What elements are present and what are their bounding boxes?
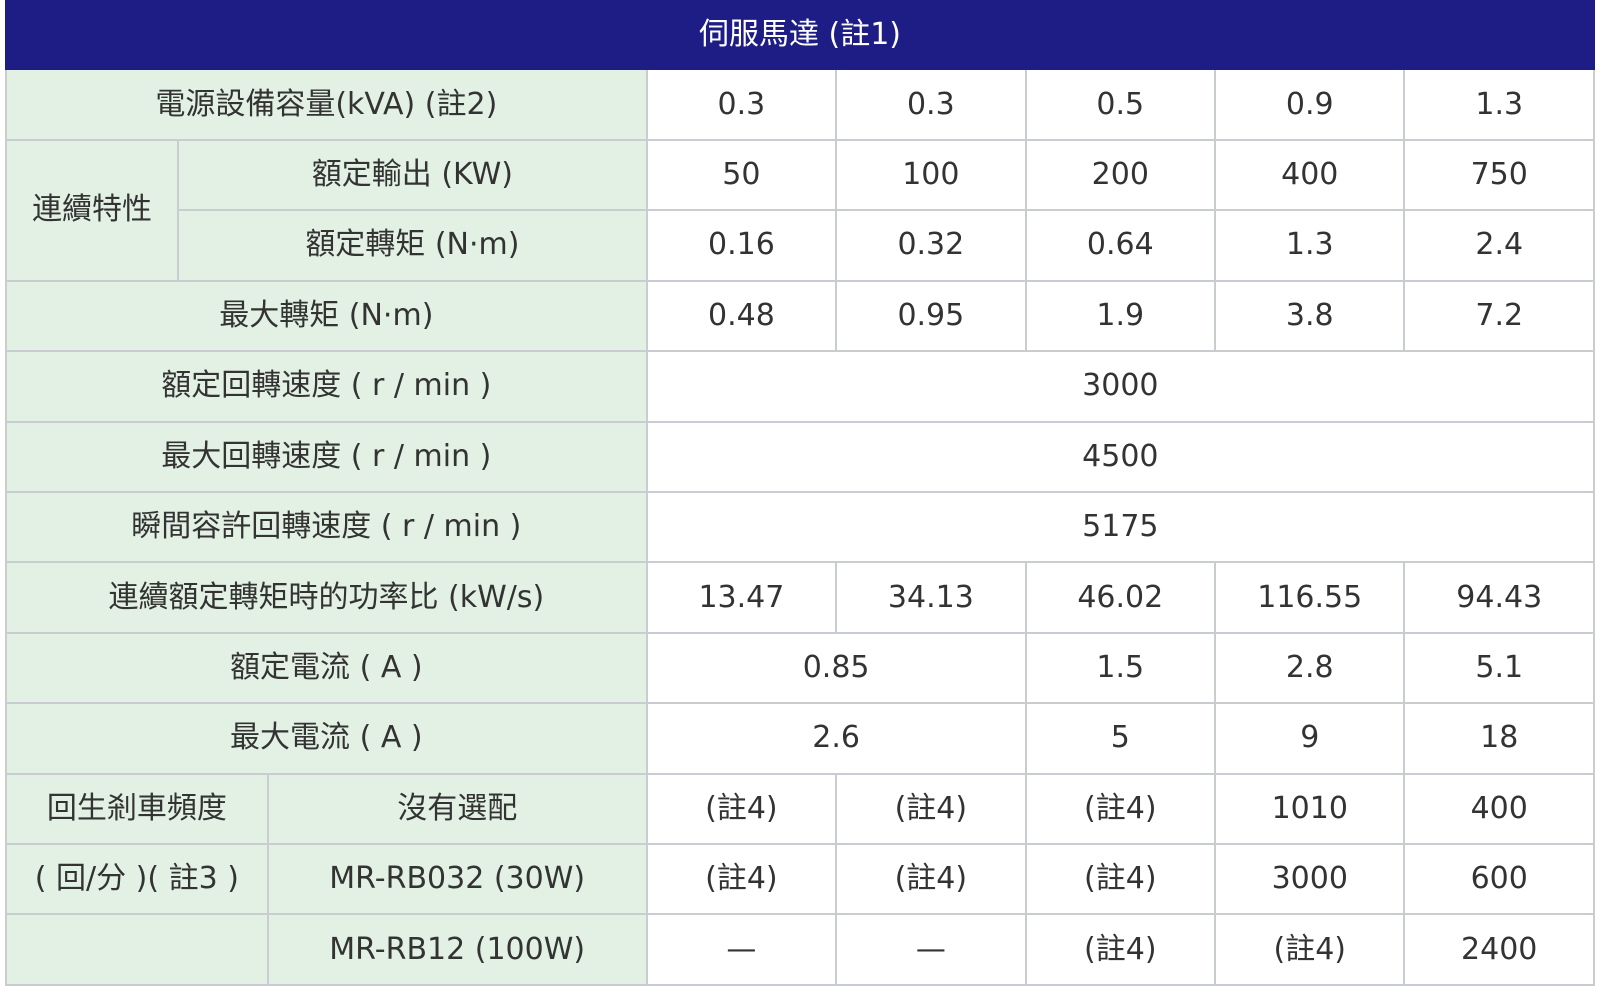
cell-value: 2400 <box>1403 913 1595 986</box>
cell-value-merged: 2.6 <box>645 702 1027 775</box>
cell-value: 1010 <box>1214 772 1406 846</box>
cell-value: (註4) <box>835 843 1027 916</box>
row-label: MR-RB12 (100W) <box>266 913 648 986</box>
cell-value: 3000 <box>1214 843 1406 916</box>
cell-value: 94.43 <box>1403 561 1595 634</box>
table-row: ( 回/分 )( 註3 ) MR-RB032 (30W) (註4) (註4) (… <box>5 843 1595 916</box>
group-label-continuous: 連續特性 <box>4 138 180 282</box>
cell-value: 18 <box>1403 702 1595 775</box>
group-label-regen-unit: ( 回/分 )( 註3 ) <box>5 843 269 916</box>
cell-value: 1.5 <box>1024 631 1217 705</box>
cell-value: 600 <box>1403 843 1595 916</box>
cell-value: 200 <box>1024 138 1217 212</box>
cell-value: (註4) <box>835 772 1027 846</box>
cell-value: 46.02 <box>1024 561 1217 634</box>
cell-value: 0.5 <box>1024 68 1217 141</box>
cell-value: 400 <box>1214 138 1406 212</box>
cell-value: 5.1 <box>1403 631 1595 705</box>
table-row: 回生剎車頻度 沒有選配 (註4) (註4) (註4) 1010 400 <box>5 772 1595 846</box>
spec-table-container: 伺服馬達 (註1) 電源設備容量(kVA) (註2) 0.3 0.3 0.5 0… <box>4 0 1596 988</box>
table-row: 額定電流 ( A ) 0.85 1.5 2.8 5.1 <box>5 631 1595 705</box>
cell-value: (註4) <box>1024 913 1217 986</box>
cell-value: 0.3 <box>835 68 1027 141</box>
row-label: 額定電流 ( A ) <box>5 631 648 705</box>
cell-value: 0.32 <box>835 209 1027 282</box>
cell-value: (註4) <box>1024 772 1217 846</box>
table-row: 電源設備容量(kVA) (註2) 0.3 0.3 0.5 0.9 1.3 <box>5 68 1595 141</box>
row-label: 沒有選配 <box>266 772 648 846</box>
table-row: 瞬間容許回轉速度 ( r / min ) 5175 <box>5 490 1596 564</box>
cell-value: 0.3 <box>645 68 838 141</box>
table-row: 連續額定轉矩時的功率比 (kW/s) 13.47 34.13 46.02 116… <box>5 561 1595 634</box>
cell-value-merged: 3000 <box>645 350 1596 423</box>
cell-value: 0.95 <box>835 279 1027 353</box>
cell-value-merged: 0.85 <box>645 631 1027 705</box>
row-label: 最大轉矩 (N·m) <box>5 279 648 353</box>
cell-value: 100 <box>835 138 1027 212</box>
cell-value: 5 <box>1024 702 1217 775</box>
group-label-blank <box>5 913 269 986</box>
cell-value: 1.3 <box>1403 68 1595 141</box>
cell-value: — <box>835 913 1027 986</box>
row-label: 額定轉矩 (N·m) <box>177 209 648 282</box>
cell-value: 50 <box>645 138 838 212</box>
table-row: 額定轉矩 (N·m) 0.16 0.32 0.64 1.3 2.4 <box>6 209 1595 282</box>
table-title: 伺服馬達 (註1) <box>5 0 1595 71</box>
cell-value: 0.48 <box>645 279 838 353</box>
row-label: 電源設備容量(kVA) (註2) <box>5 68 648 141</box>
cell-value: 34.13 <box>835 561 1027 634</box>
row-label: 瞬間容許回轉速度 ( r / min ) <box>5 490 648 564</box>
cell-value: 750 <box>1403 138 1595 212</box>
cell-value: 400 <box>1403 772 1595 846</box>
row-label: 額定回轉速度 ( r / min ) <box>5 350 648 423</box>
cell-value: (註4) <box>645 772 838 846</box>
cell-value: 0.16 <box>645 209 838 282</box>
cell-value: (註4) <box>1024 843 1217 916</box>
table-row: 連續特性 額定輸出 (KW) 50 100 200 400 750 <box>4 138 1595 282</box>
row-label: 最大回轉速度 ( r / min ) <box>5 420 648 493</box>
cell-value: 0.64 <box>1024 209 1217 282</box>
cell-value: 9 <box>1214 702 1406 775</box>
cell-value: 1.3 <box>1214 209 1406 282</box>
cell-value: 13.47 <box>645 561 838 634</box>
cell-value-merged: 5175 <box>645 490 1596 564</box>
cell-value: (註4) <box>645 843 838 916</box>
table-row: 最大轉矩 (N·m) 0.48 0.95 1.9 3.8 7.2 <box>5 279 1595 353</box>
cell-value: 1.9 <box>1024 279 1217 353</box>
cell-value: 2.4 <box>1403 209 1595 282</box>
cell-value: 3.8 <box>1214 279 1406 353</box>
row-label: MR-RB032 (30W) <box>266 843 648 916</box>
cell-value-merged: 4500 <box>645 420 1596 493</box>
table-row: 額定回轉速度 ( r / min ) 3000 <box>5 350 1596 423</box>
cell-value: 0.9 <box>1214 68 1406 141</box>
cell-value: (註4) <box>1214 913 1406 986</box>
servo-spec-table: 伺服馬達 (註1) 電源設備容量(kVA) (註2) 0.3 0.3 0.5 0… <box>4 0 1596 986</box>
table-row: MR-RB12 (100W) — — (註4) (註4) 2400 <box>5 913 1595 986</box>
cell-value: — <box>645 913 838 986</box>
cell-value: 116.55 <box>1214 561 1406 634</box>
row-label: 連續額定轉矩時的功率比 (kW/s) <box>5 561 648 634</box>
row-label: 額定輸出 (KW) <box>177 138 648 212</box>
row-label: 最大電流 ( A ) <box>5 702 648 775</box>
table-row: 最大電流 ( A ) 2.6 5 9 18 <box>5 702 1595 775</box>
cell-value: 7.2 <box>1403 279 1595 353</box>
table-row: 最大回轉速度 ( r / min ) 4500 <box>5 420 1596 493</box>
cell-value: 2.8 <box>1214 631 1406 705</box>
group-label-regen: 回生剎車頻度 <box>5 772 269 846</box>
